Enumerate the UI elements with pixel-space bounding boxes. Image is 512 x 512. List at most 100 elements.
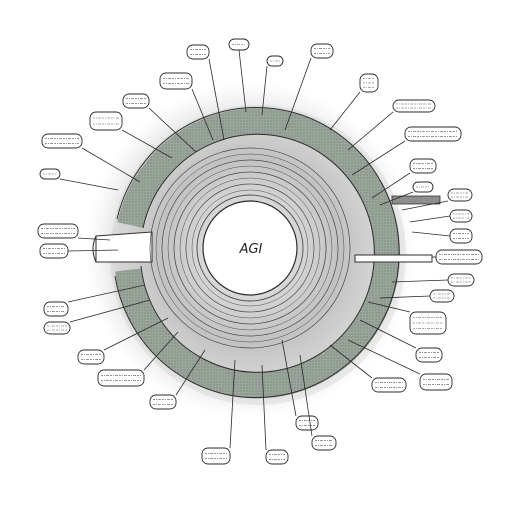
callout-leader-line [371, 172, 411, 199]
callout-15 [401, 188, 473, 211]
callout-leader-line [59, 178, 119, 191]
callout-leader-line [379, 295, 431, 299]
callout-leader-line [351, 140, 406, 176]
callout-box [310, 43, 334, 59]
callout-leader-line [229, 359, 236, 449]
callout-box [435, 249, 483, 265]
callout-25 [281, 339, 319, 431]
callout-box [415, 347, 443, 363]
callout-leader-line [103, 317, 169, 351]
callout-20 [379, 289, 455, 303]
callout-leader-line [261, 364, 267, 451]
callout-box [186, 44, 210, 60]
callout-leader-line [261, 65, 268, 116]
callout-23 [347, 339, 453, 391]
callout-29 [149, 349, 206, 410]
callout-box [419, 373, 453, 391]
callout-30 [97, 331, 179, 387]
callout-labels [37, 38, 483, 465]
callout-box [122, 93, 150, 109]
callout-17 [411, 228, 473, 244]
callout-35 [37, 223, 111, 241]
callout-13 [371, 158, 437, 199]
callout-leader-line [81, 147, 141, 183]
callout-leader-line [329, 91, 361, 131]
callout-21 [367, 301, 447, 335]
callout-leader-line [401, 200, 449, 211]
callout-27 [261, 364, 289, 465]
callout-leader-line [299, 354, 313, 437]
callout-5 [159, 72, 214, 141]
callout-box [39, 243, 69, 259]
callout-14 [379, 181, 434, 206]
callout-1 [186, 44, 225, 141]
callout-32 [43, 299, 151, 335]
right-connector [354, 195, 441, 263]
callout-leader-line [238, 49, 247, 113]
callout-28 [201, 359, 236, 465]
callout-box [449, 209, 473, 223]
callout-leader-line [67, 249, 119, 252]
callout-26 [299, 354, 337, 451]
callout-box [392, 99, 436, 113]
callout-leader-line [347, 339, 421, 375]
callout-box [295, 415, 319, 431]
callout-4 [261, 55, 284, 116]
callout-leader-line [148, 107, 197, 153]
callout-leader-line [379, 191, 414, 206]
callout-leader-line [208, 58, 225, 141]
callout-leader-line [347, 111, 394, 151]
callout-34 [39, 243, 119, 259]
center-label: AGI [239, 242, 263, 257]
callout-box [429, 289, 455, 303]
callout-leader-line [143, 331, 179, 371]
callout-10 [329, 73, 379, 131]
callout-box [404, 126, 462, 142]
callout-31 [77, 317, 169, 365]
callout-box [265, 449, 289, 465]
callout-leader-line [409, 215, 451, 223]
callout-leader-line [121, 129, 173, 159]
callout-box [41, 133, 83, 149]
callout-6 [122, 93, 197, 153]
callout-24 [329, 344, 407, 393]
callout-box [43, 301, 69, 317]
callout-leader-line [191, 88, 214, 141]
callout-19 [391, 273, 475, 287]
callout-box [89, 111, 123, 131]
callout-box [37, 223, 79, 239]
callout-22 [359, 319, 443, 363]
callout-3 [284, 43, 334, 131]
callout-box [447, 188, 473, 202]
callout-11 [347, 99, 436, 151]
callout-9 [39, 168, 119, 191]
callout-box [449, 228, 473, 244]
inner-rings [149, 147, 351, 349]
callout-16 [409, 209, 473, 223]
callout-box [149, 394, 177, 410]
callout-2 [228, 38, 250, 113]
callout-box [371, 377, 407, 393]
callout-7 [89, 111, 173, 159]
callout-box [77, 349, 105, 365]
callout-leader-line [281, 339, 297, 417]
callout-leader-line [69, 299, 151, 323]
center-hub: AGI [202, 200, 298, 296]
callout-12 [351, 126, 462, 176]
callout-18 [432, 249, 483, 265]
callout-box [97, 369, 145, 387]
callout-leader-line [391, 279, 449, 283]
callout-leader-line [329, 344, 373, 379]
callout-leader-line [411, 231, 451, 237]
callout-33 [43, 284, 146, 317]
callout-box [447, 273, 475, 287]
callout-box [409, 158, 437, 174]
callout-leader-line [359, 319, 417, 349]
callout-8 [41, 133, 141, 183]
callout-leader-line [67, 284, 146, 303]
callout-box [43, 321, 71, 335]
callout-leader-line [284, 57, 312, 131]
callout-box [201, 447, 231, 465]
callout-box [159, 72, 193, 90]
